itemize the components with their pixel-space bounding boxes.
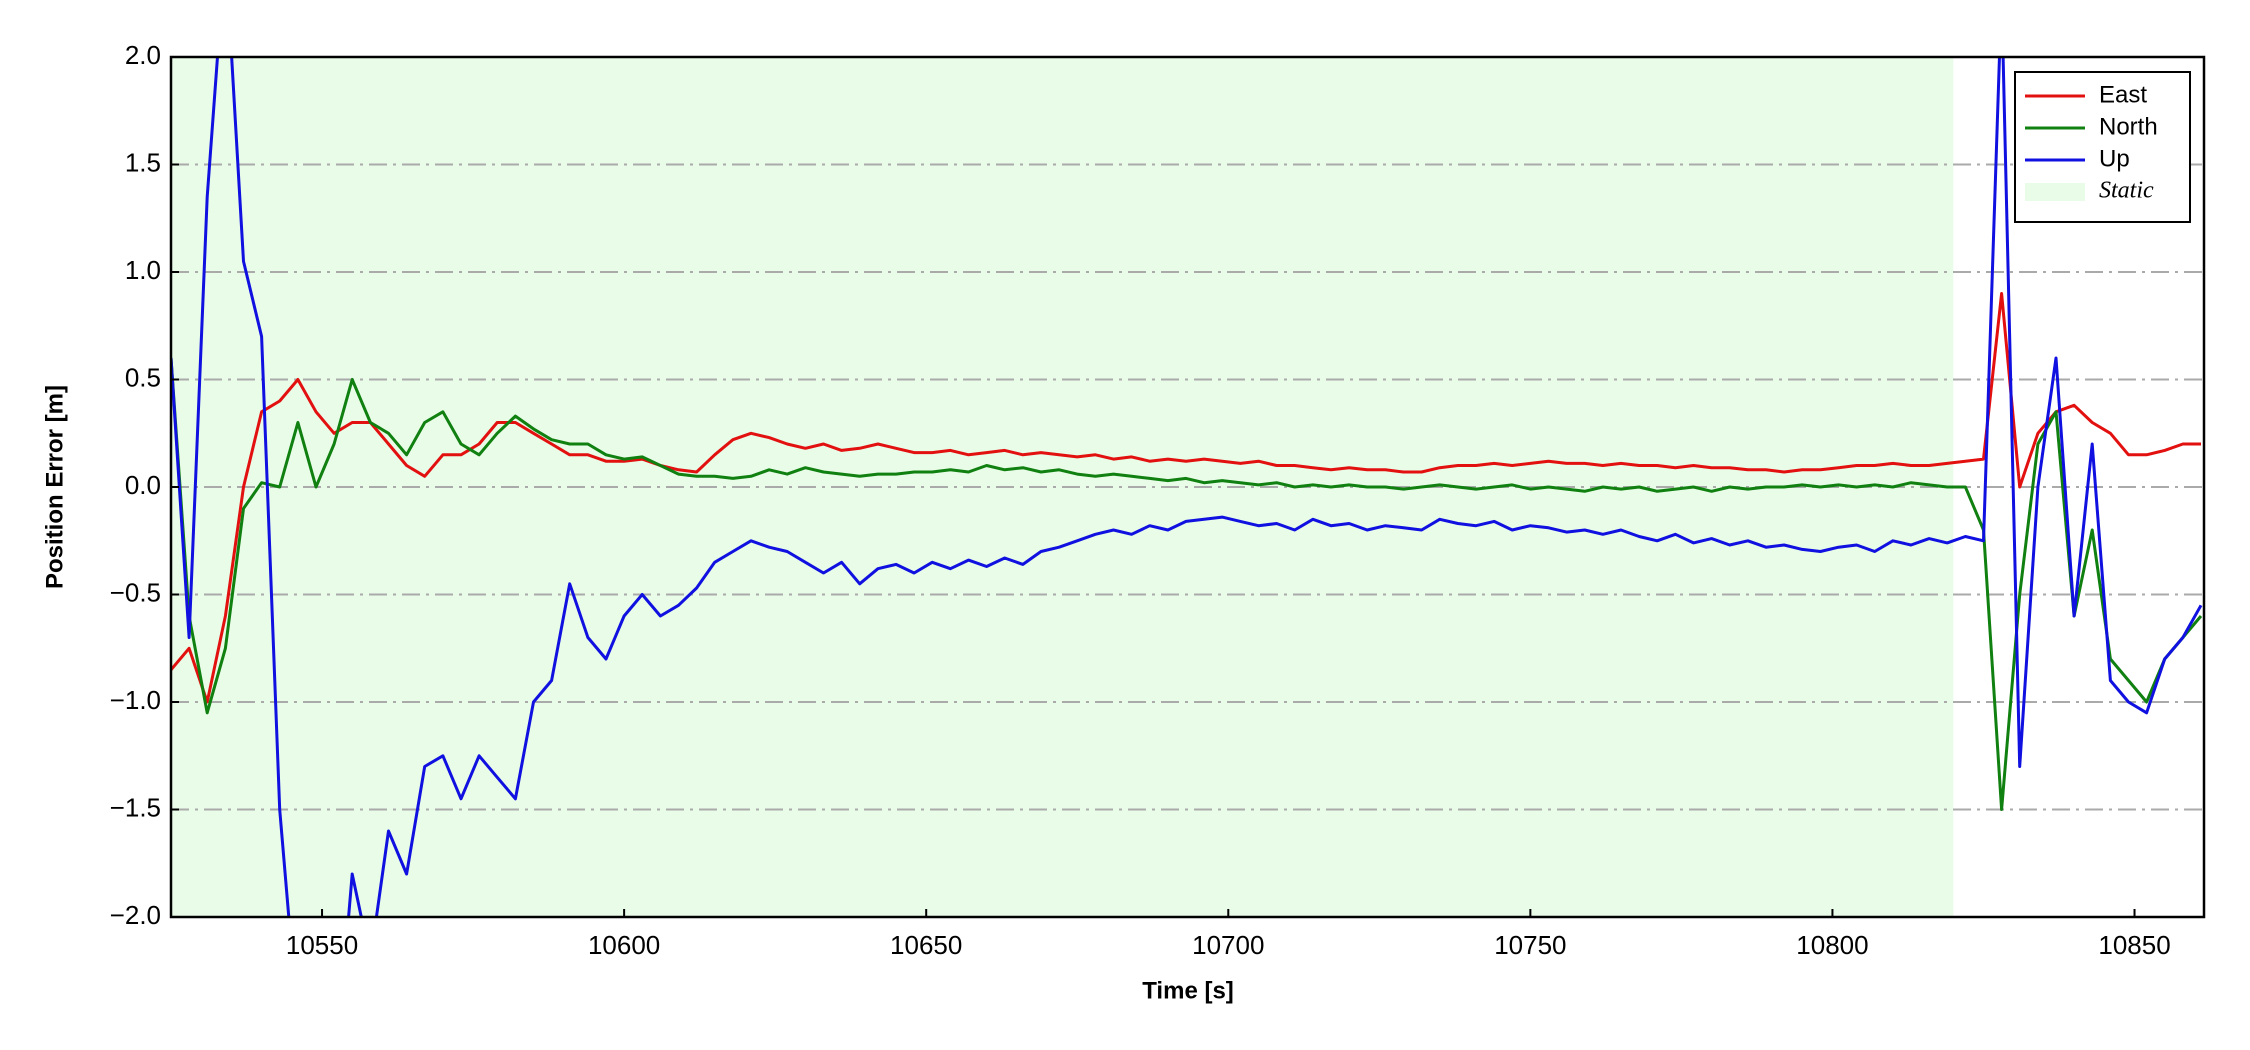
- x-tick-label: 10850: [2098, 930, 2170, 960]
- plot-area: [171, 57, 2204, 917]
- y-tick-label: −1.0: [110, 685, 161, 715]
- y-tick-label: 0.5: [125, 362, 161, 392]
- x-tick-label: 10700: [1192, 930, 1264, 960]
- x-tick-label: 10600: [588, 930, 660, 960]
- legend-label: East: [2099, 81, 2147, 108]
- x-tick-label: 10750: [1494, 930, 1566, 960]
- x-axis-label: Time [s]: [1142, 977, 1234, 1004]
- y-axis-label: Position Error [m]: [41, 385, 68, 589]
- y-tick-label: −2.0: [110, 900, 161, 930]
- legend-swatch: [2025, 183, 2085, 201]
- y-tick-label: 1.0: [125, 255, 161, 285]
- legend-label: Static: [2099, 178, 2154, 204]
- y-tick-label: −0.5: [110, 577, 161, 607]
- legend: East North Up Static: [2014, 71, 2191, 223]
- x-tick-label: 10800: [1796, 930, 1868, 960]
- legend-label: North: [2099, 113, 2158, 140]
- x-tick-label: 10650: [890, 930, 962, 960]
- legend-label: Up: [2099, 145, 2130, 172]
- y-tick-label: −1.5: [110, 792, 161, 822]
- y-tick-label: 0.0: [125, 470, 161, 500]
- x-tick-label: 10550: [286, 930, 358, 960]
- y-tick-label: 2.0: [125, 40, 161, 70]
- y-tick-label: 1.5: [125, 147, 161, 177]
- series-line: [171, 357, 2203, 811]
- plot-frame: [169, 55, 2206, 919]
- series-line: [171, 57, 2203, 917]
